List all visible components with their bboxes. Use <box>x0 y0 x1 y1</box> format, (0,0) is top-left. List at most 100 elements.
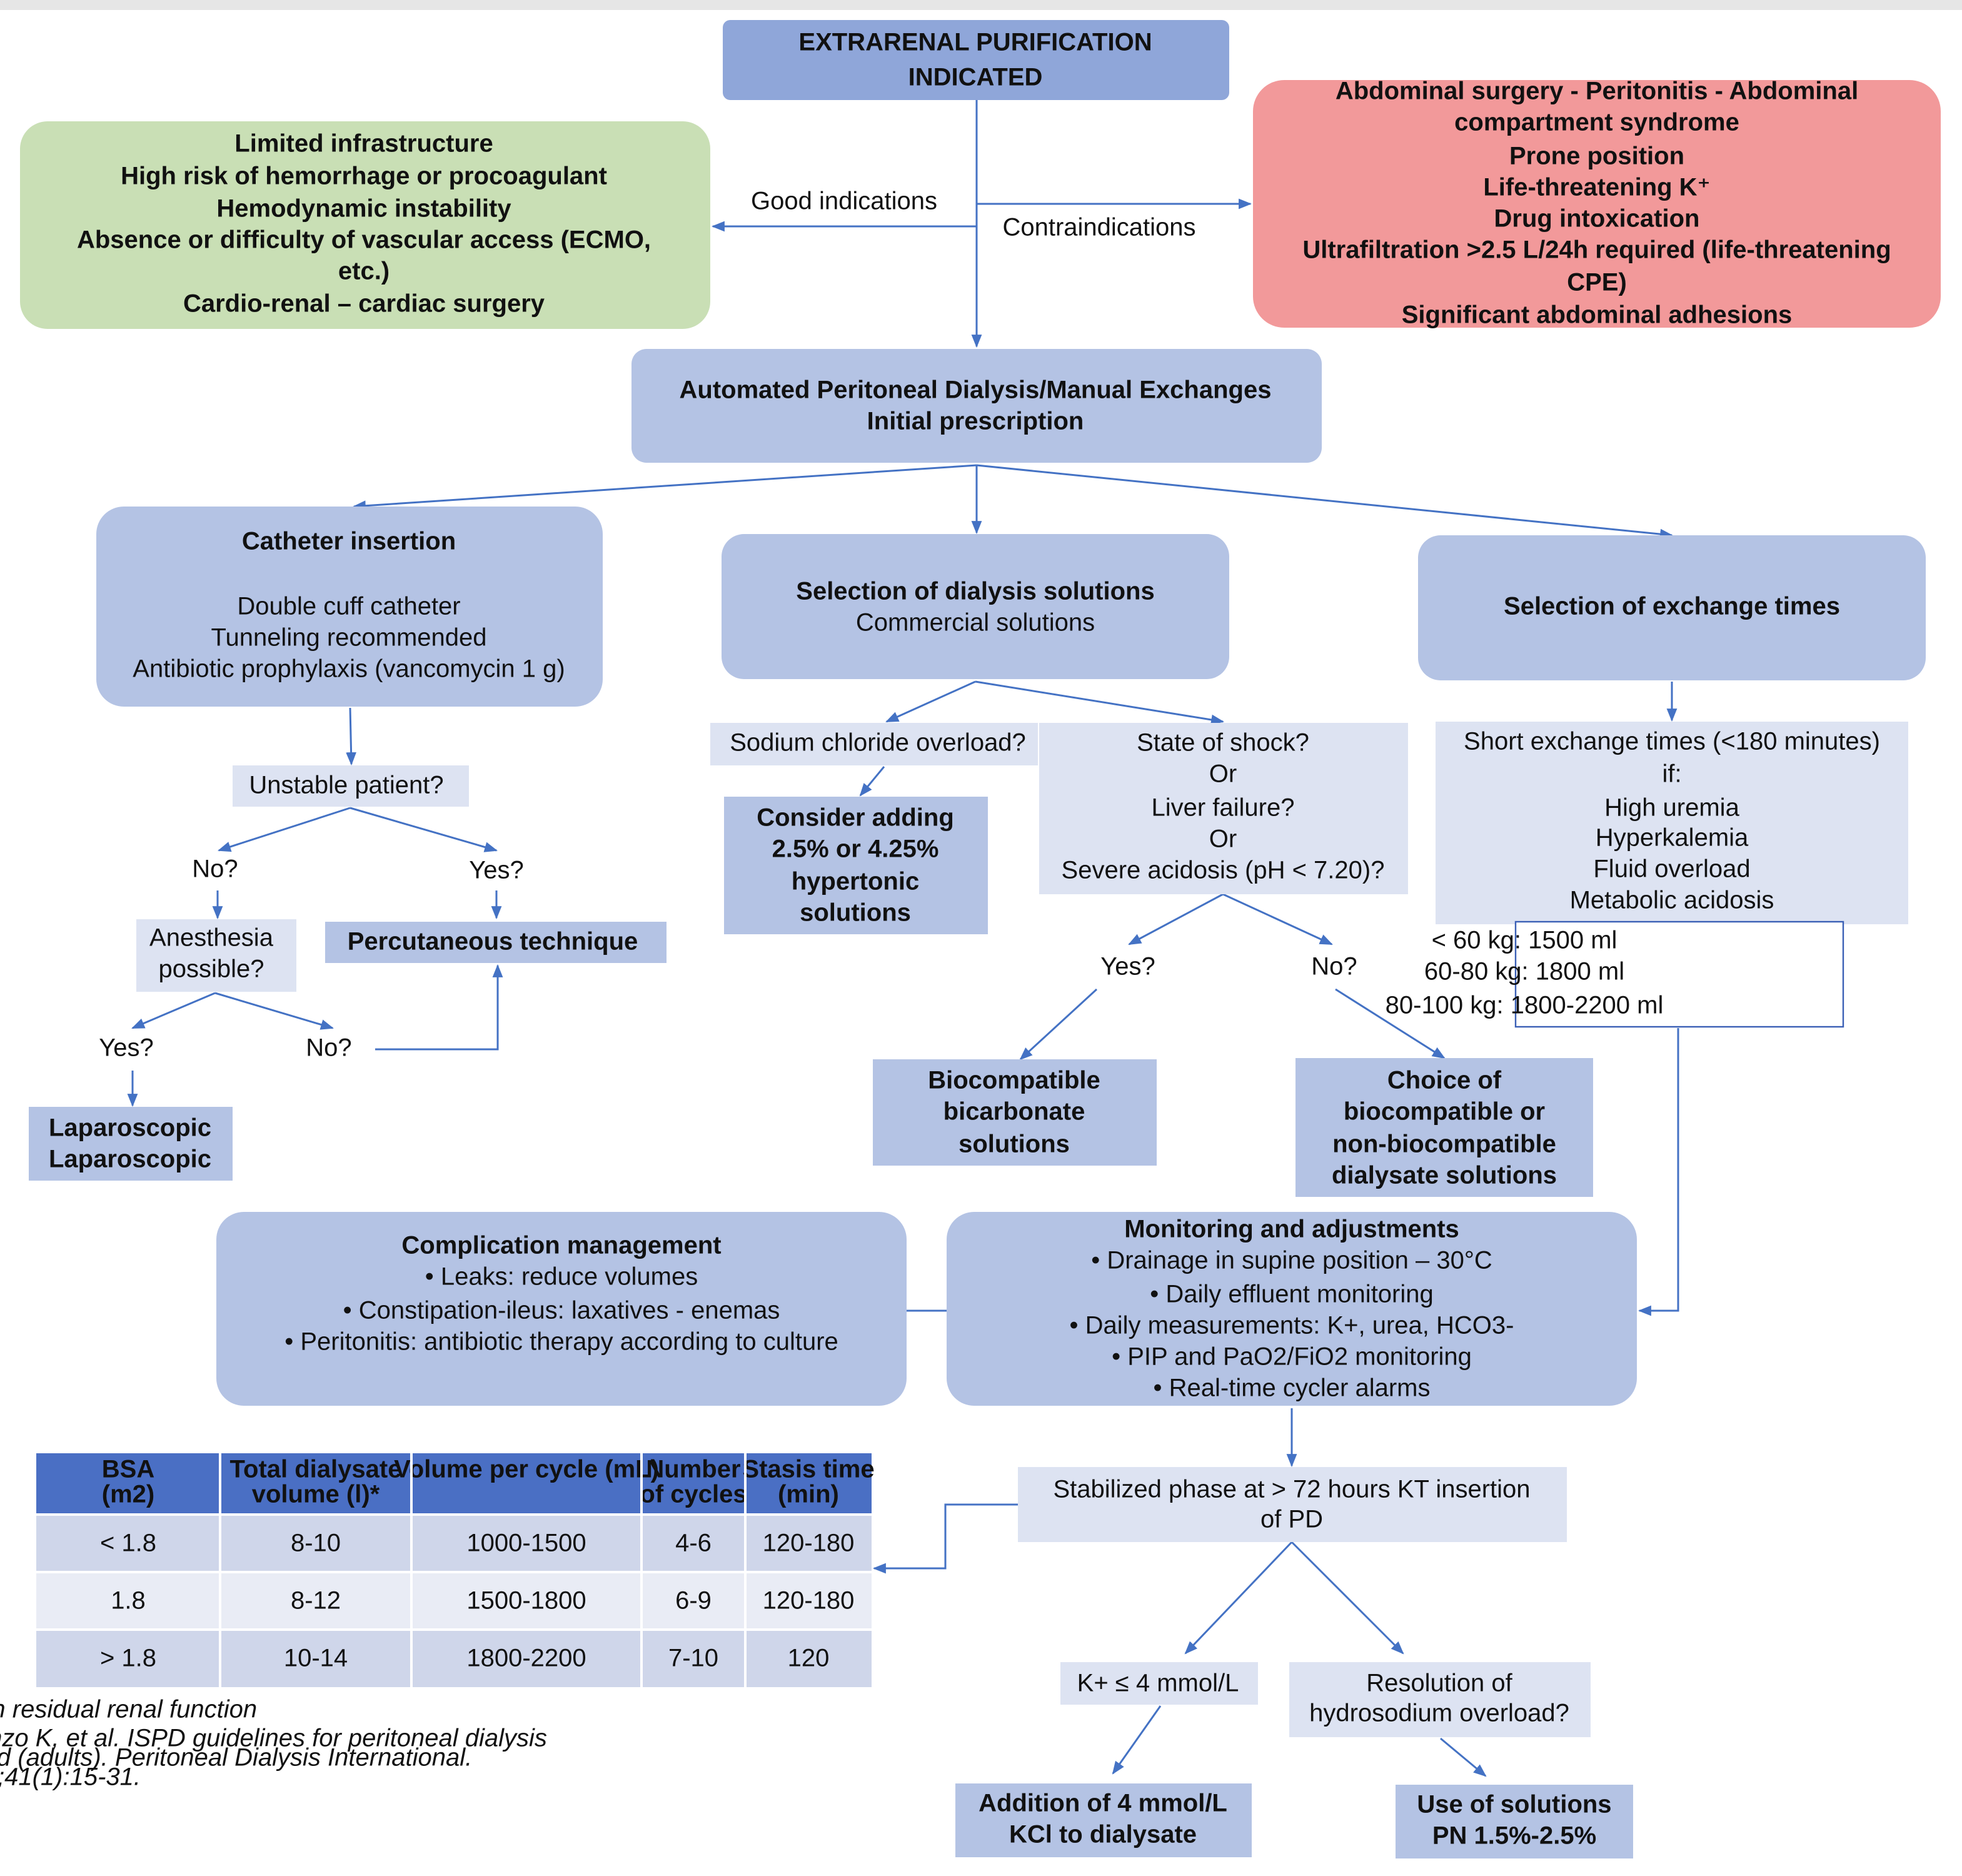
node-solutions: Selection of dialysis solutions Commercia… <box>722 534 1229 679</box>
node-shock-yes: Yes? <box>1100 953 1155 981</box>
node-start: EXTRARENAL PURIFICATION INDICATED <box>723 20 1229 100</box>
table-cell: 1000-1500 <box>466 1530 586 1557</box>
arrow <box>218 807 351 852</box>
edge-label: Good indications <box>751 188 937 215</box>
arrow <box>1440 1737 1487 1777</box>
node-text: Catheter insertion <box>242 528 456 555</box>
node-stabilized: Stabilized phase at > 72 hours KT insert… <box>1018 1467 1567 1542</box>
node-weight: < 60 kg: 1500 ml 60-80 kg: 1800 ml 80-100 … <box>1386 920 1844 1028</box>
node-text: Yes? <box>99 1034 154 1062</box>
table-row-bg <box>36 1630 872 1687</box>
node-box <box>1018 1467 1567 1542</box>
arrow <box>885 680 976 723</box>
node-text: • PIP and PaO2/FiO2 monitoring <box>1112 1343 1472 1371</box>
node-shock-no: No? <box>1311 953 1357 981</box>
citation: Adapted from: Cullis B, Al-Hwiesh A, Kil… <box>0 1725 547 1752</box>
node-box <box>722 534 1229 679</box>
node-text: Initial prescription <box>867 408 1084 435</box>
node-text: Liver failure? <box>1151 794 1294 822</box>
node-text: bicarbonate <box>943 1098 1085 1126</box>
node-text: KCl to dialysate <box>1009 1821 1197 1848</box>
node-box <box>136 919 296 992</box>
node-text: Prone position <box>1509 143 1684 170</box>
node-text: Limited infrastructure <box>234 130 493 158</box>
node-text: • Peritonitis: antibiotic therapy accord… <box>284 1328 838 1356</box>
node-percutaneous: Percutaneous technique <box>325 922 667 963</box>
node-text: Or <box>1209 760 1237 788</box>
node-text: possible? <box>158 956 264 983</box>
node-text: Use of solutions <box>1417 1791 1611 1818</box>
node-box <box>233 765 469 807</box>
node-text: Fluid overload <box>1593 855 1750 883</box>
node-text: Absence or difficulty of vascular access… <box>77 226 651 254</box>
node-choice: Choice of biocompatible or non-biocompatib… <box>1295 1058 1593 1197</box>
node-complication: Complication management • Leaks: reduce v… <box>216 1212 907 1406</box>
arrow <box>131 992 216 1029</box>
node-consider: Consider adding 2.5% or 4.25% hypertonic so… <box>724 797 988 934</box>
table-cell: 1.8 <box>111 1587 146 1615</box>
footnote: * Depending on residual renal function <box>0 1696 257 1723</box>
arrow <box>346 707 356 766</box>
node-text: Selection of exchange times <box>1504 593 1840 620</box>
node-text: Short exchange times (<180 minutes) <box>1464 728 1880 755</box>
node-text: • Daily measurements: K+, urea, HCO3- <box>1070 1312 1514 1339</box>
node-text: Commercial solutions <box>856 609 1095 637</box>
arrow <box>352 464 977 512</box>
node-contra: Abdominal surgery - Peritonitis - Abdomi… <box>1253 78 1941 329</box>
arrow <box>375 964 503 1051</box>
node-text: High risk of hemorrhage or procoagulant <box>121 163 607 190</box>
arrow <box>1184 1541 1293 1655</box>
arrow <box>350 807 498 852</box>
table-cell: 7-10 <box>668 1645 718 1672</box>
node-text: High uremia <box>1604 794 1739 822</box>
table-header: Number <box>646 1456 740 1483</box>
node-text: etc.) <box>338 258 390 285</box>
table-header: (m2) <box>102 1481 154 1508</box>
table-header-bg <box>36 1453 872 1515</box>
node-text: Unstable patient? <box>249 772 443 799</box>
table-header: (min) <box>778 1481 839 1508</box>
arrow <box>976 464 1674 540</box>
node-text: 60-80 kg: 1800 ml <box>1424 958 1624 986</box>
arrow <box>859 766 885 797</box>
node-text: < 60 kg: 1500 ml <box>1432 927 1617 954</box>
node-text: Severe acidosis (pH < 7.20)? <box>1062 857 1385 884</box>
node-text: Or <box>1209 825 1237 853</box>
node-use: Use of solutions PN 1.5%-2.5% <box>1396 1785 1633 1858</box>
node-text: K+ ≤ 4 mmol/L <box>1077 1670 1239 1697</box>
arrow <box>975 680 1225 725</box>
node-text: of PD <box>1260 1506 1323 1533</box>
node-box <box>710 723 1038 765</box>
table-cell: 1500-1800 <box>466 1587 586 1615</box>
table-cell: 10-14 <box>284 1645 348 1672</box>
node-text: State of shock? <box>1137 729 1309 757</box>
arrow <box>1222 893 1333 946</box>
table-cell: 1800-2200 <box>466 1645 586 1672</box>
node-anesthesia-no: No? <box>306 1034 351 1062</box>
node-text: Antibiotic prophylaxis (vancomycin 1 g) <box>133 655 565 683</box>
table-cell: 4-6 <box>675 1530 712 1557</box>
arrow <box>872 1503 1018 1574</box>
node-box <box>96 507 603 707</box>
node-box <box>1253 80 1941 328</box>
node-text: • Real-time cycler alarms <box>1154 1374 1431 1402</box>
node-text: EXTRARENAL PURIFICATION <box>798 29 1152 56</box>
node-unstable-no: No? <box>192 855 238 883</box>
node-text: Consider adding <box>757 804 954 832</box>
table-header: BSA <box>102 1456 154 1483</box>
node-text: Automated Peritoneal Dialysis/Manual Exc… <box>680 376 1272 404</box>
node-text: Biocompatible <box>928 1067 1100 1094</box>
node-text: No? <box>192 855 238 883</box>
node-text: hydrosodium overload? <box>1309 1700 1569 1727</box>
node-text: PN 1.5%-2.5% <box>1432 1822 1596 1850</box>
node-box <box>873 1059 1157 1166</box>
node-text: biocompatible or <box>1344 1098 1545 1126</box>
table-header: volume (l)* <box>252 1481 380 1508</box>
arrow <box>1290 1541 1404 1655</box>
table-row-bg <box>36 1572 872 1630</box>
node-text: Selection of dialysis solutions <box>796 578 1154 605</box>
node-box <box>1039 723 1408 894</box>
node-unstable-yes: Yes? <box>469 857 524 884</box>
node-addition: Addition of 4 mmol/L KCl to dialysate <box>955 1783 1252 1857</box>
